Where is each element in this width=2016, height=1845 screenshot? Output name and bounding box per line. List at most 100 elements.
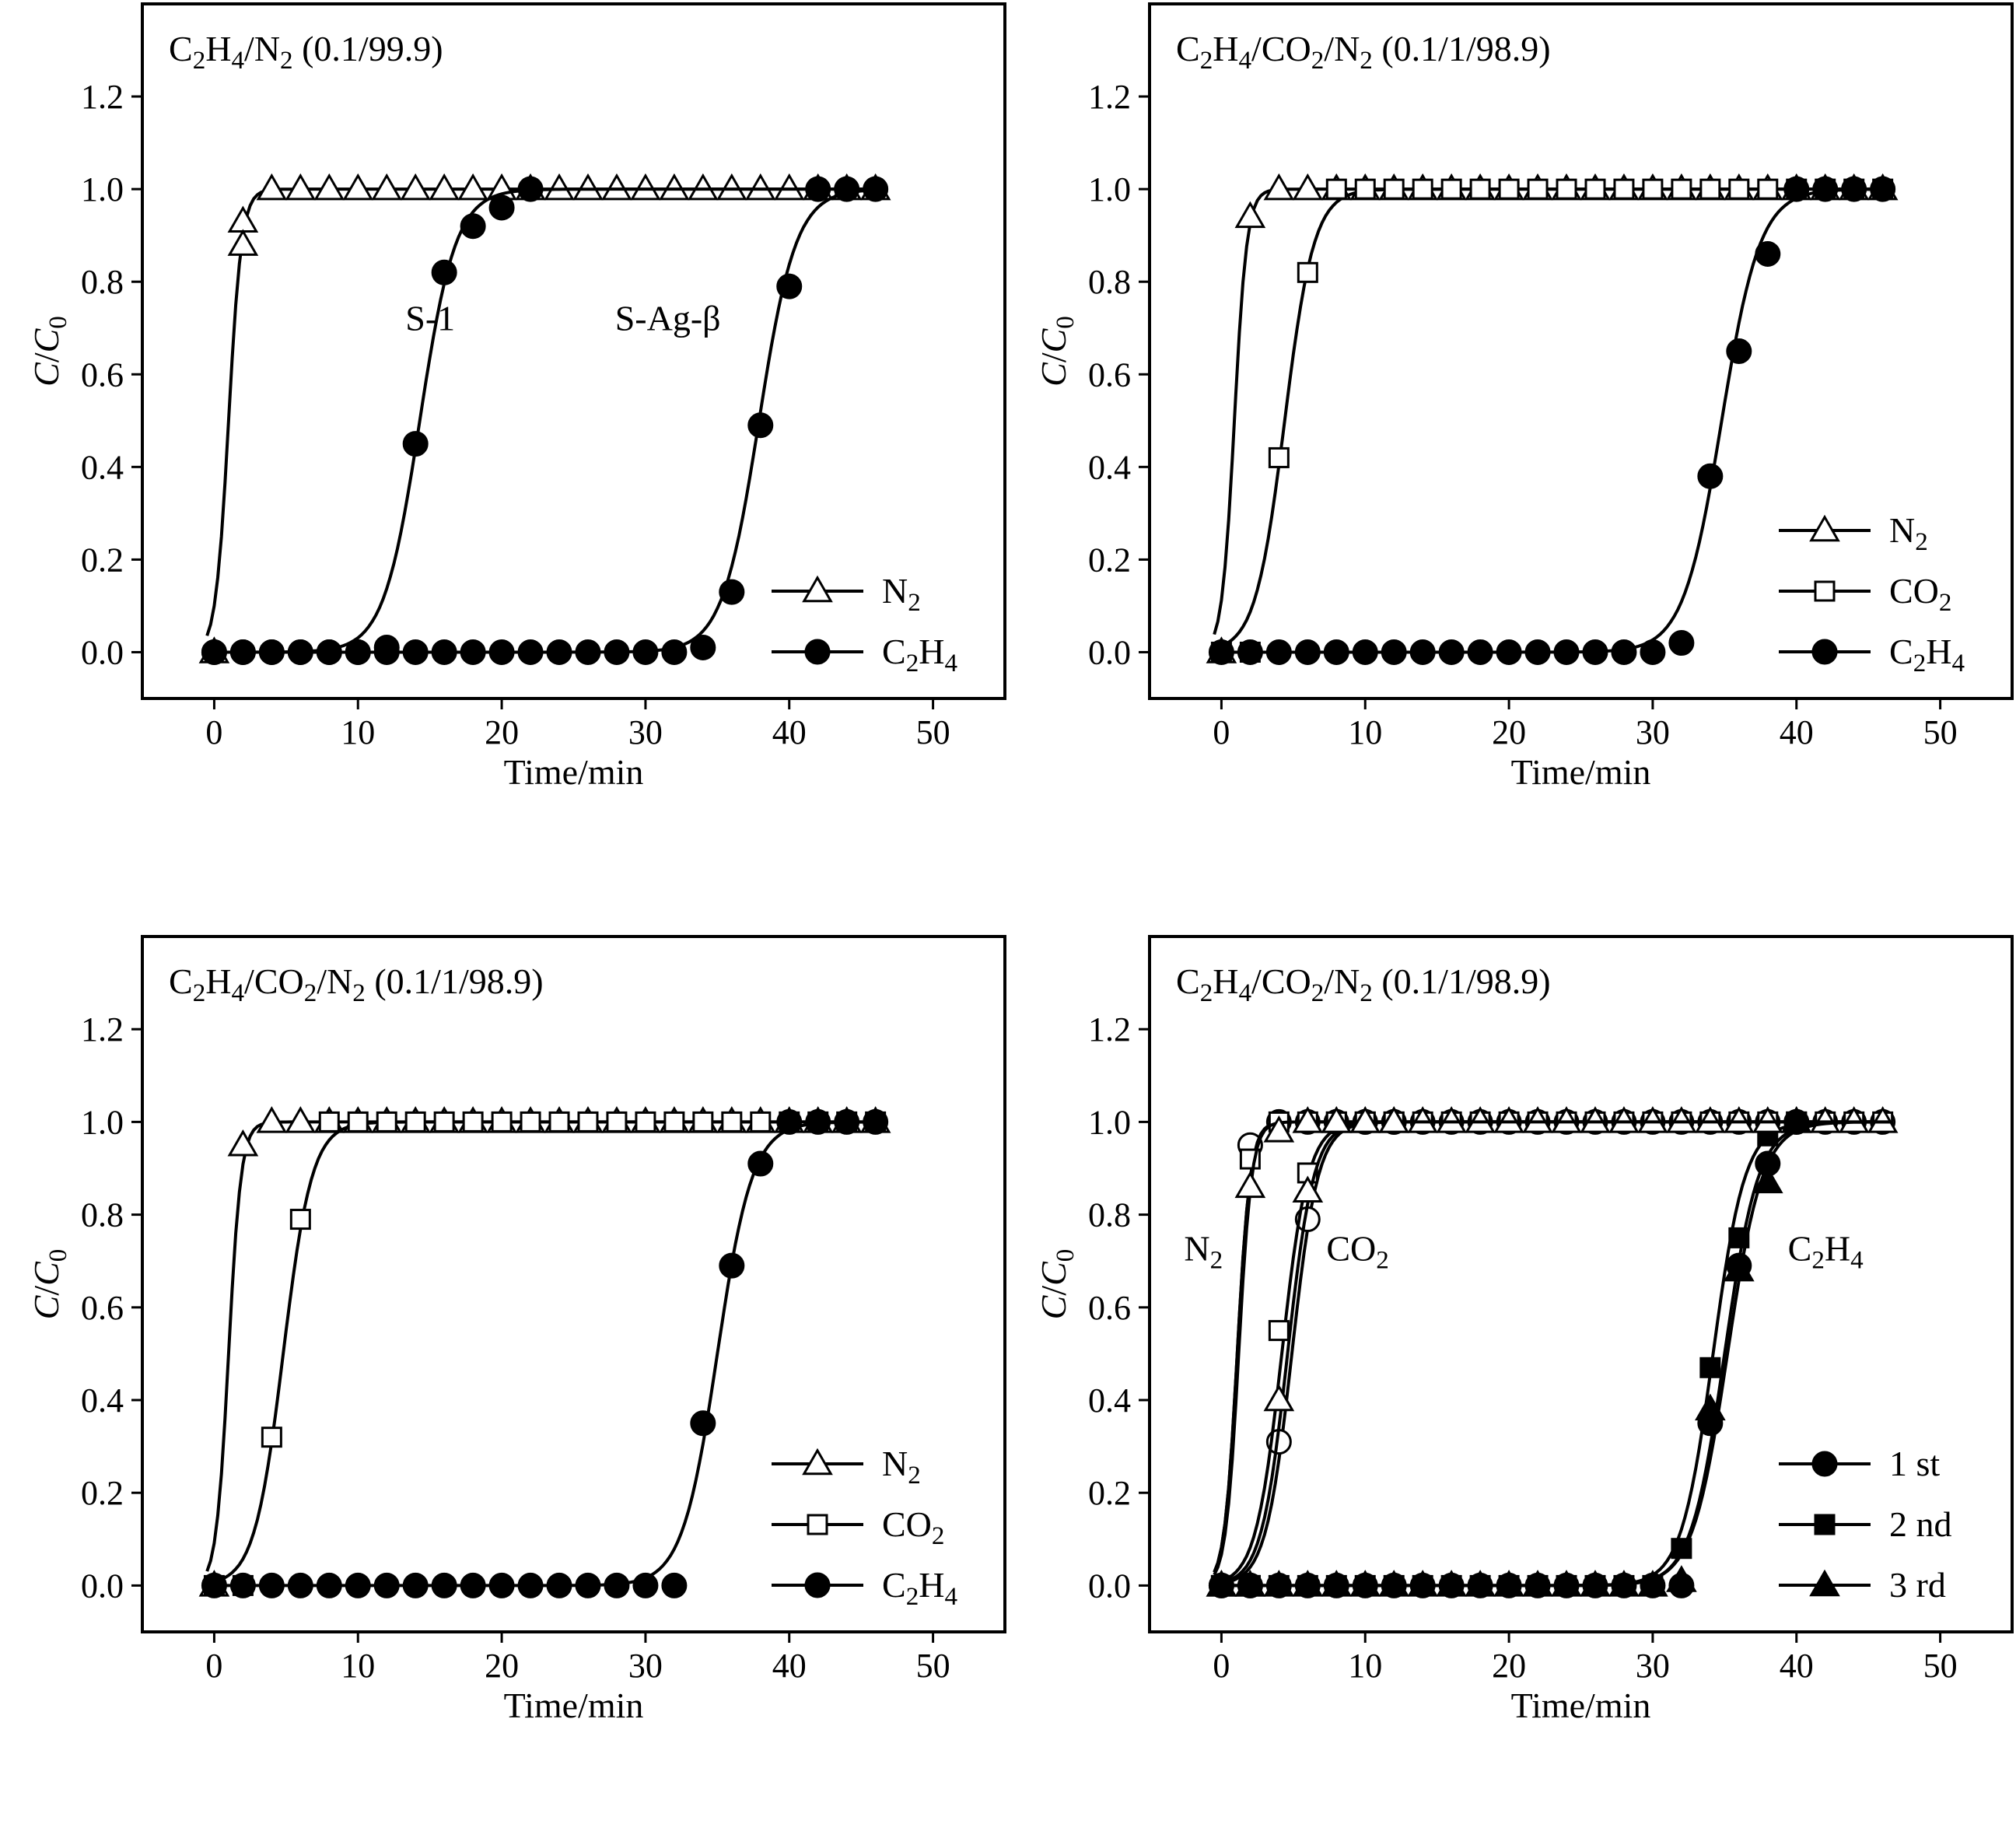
curve-label: C2H4 bbox=[1788, 1229, 1864, 1275]
y-axis-title-part: / bbox=[1034, 1286, 1073, 1296]
data-point bbox=[1668, 630, 1695, 656]
x-tick-label: 50 bbox=[916, 713, 950, 751]
legend-label: C2H4 bbox=[1889, 632, 1965, 677]
data-point bbox=[1381, 639, 1407, 665]
data-point bbox=[661, 1572, 688, 1598]
subscript: 2 bbox=[1811, 1246, 1825, 1275]
series-line bbox=[206, 1120, 883, 1585]
legend-marker bbox=[804, 1572, 831, 1598]
data-point bbox=[1580, 1570, 1611, 1597]
series-line bbox=[207, 187, 883, 654]
data-point bbox=[429, 173, 460, 201]
composition-label: C2H4/N2 (0.1/99.9) bbox=[169, 29, 443, 75]
subscript: 4 bbox=[1238, 979, 1251, 1007]
text-part: N bbox=[1889, 510, 1915, 550]
data-point bbox=[376, 1111, 397, 1133]
data-point bbox=[316, 1572, 342, 1598]
data-point bbox=[1867, 1106, 1899, 1133]
y-tick-label: 1.0 bbox=[81, 1103, 124, 1141]
data-point bbox=[1409, 639, 1436, 665]
subscript: 2 bbox=[352, 979, 366, 1007]
data-point bbox=[1493, 1570, 1524, 1597]
data-point bbox=[1292, 173, 1324, 201]
y-tick-label: 0.4 bbox=[81, 1381, 124, 1420]
data-point bbox=[404, 1111, 426, 1133]
data-point bbox=[1752, 1106, 1783, 1133]
data-point bbox=[1436, 1570, 1467, 1597]
data-point bbox=[1268, 1320, 1290, 1342]
x-tick-label: 50 bbox=[916, 1647, 950, 1685]
text-part: (0.1/1/98.9) bbox=[1373, 961, 1551, 1001]
text-part: H bbox=[1825, 1229, 1850, 1269]
data-point bbox=[863, 1108, 889, 1135]
curve-label: S-Ag-β bbox=[615, 299, 721, 338]
text-part: /N bbox=[317, 961, 352, 1001]
data-point bbox=[1321, 1570, 1353, 1597]
data-point bbox=[747, 412, 774, 439]
data-point bbox=[227, 205, 259, 233]
data-point bbox=[546, 1572, 572, 1598]
series-line bbox=[1213, 1120, 1890, 1586]
subscript: 2 bbox=[280, 46, 293, 75]
data-point bbox=[285, 1106, 317, 1133]
data-point bbox=[1524, 639, 1551, 665]
text-part: (0.1/1/98.9) bbox=[366, 961, 544, 1001]
plot-frame bbox=[141, 2, 1006, 700]
legend-label: N2 bbox=[882, 1444, 921, 1490]
legend-marker bbox=[1809, 514, 1840, 542]
text-part: /N bbox=[1324, 29, 1360, 68]
data-point bbox=[1551, 1570, 1582, 1597]
data-point bbox=[491, 1111, 513, 1133]
data-point bbox=[402, 1572, 429, 1598]
y-axis-title-part: / bbox=[26, 352, 66, 362]
y-tick-label: 0.0 bbox=[1088, 1567, 1131, 1605]
text-part: C bbox=[882, 1565, 906, 1605]
data-point bbox=[347, 1111, 369, 1133]
data-point bbox=[632, 1572, 659, 1598]
data-point bbox=[1493, 1106, 1524, 1133]
data-point bbox=[1349, 1106, 1381, 1133]
text-part: C bbox=[882, 632, 906, 671]
data-point bbox=[692, 1111, 714, 1133]
data-point bbox=[1292, 1175, 1324, 1203]
data-point bbox=[460, 1572, 486, 1598]
data-point bbox=[431, 1572, 457, 1598]
data-point bbox=[287, 639, 313, 665]
data-point bbox=[1522, 1106, 1553, 1133]
subscript: 2 bbox=[1210, 1246, 1223, 1275]
data-point bbox=[548, 1111, 570, 1133]
data-point bbox=[575, 1572, 601, 1598]
data-point bbox=[834, 176, 860, 202]
y-tick-label: 0.8 bbox=[1088, 263, 1131, 301]
composition-label: C2H4/CO2/N2 (0.1/1/98.9) bbox=[1176, 961, 1551, 1007]
subscript: 2 bbox=[1311, 46, 1325, 75]
data-point bbox=[520, 1111, 541, 1133]
data-point bbox=[1412, 178, 1433, 200]
x-tick-label: 30 bbox=[628, 713, 663, 751]
data-point bbox=[345, 639, 371, 665]
chart-panel-c: 0 10 20 30 40 500.00.20.40.60.81.01.2Time/min… bbox=[26, 935, 1006, 1725]
y-tick-label: 0.6 bbox=[1088, 355, 1131, 394]
data-point bbox=[716, 173, 747, 201]
text-part: H bbox=[919, 1565, 944, 1605]
legend-marker bbox=[1814, 1514, 1836, 1535]
text-part: /N bbox=[1324, 961, 1360, 1001]
data-point bbox=[373, 1572, 400, 1598]
text-part: N bbox=[882, 571, 908, 611]
data-point bbox=[258, 1572, 285, 1598]
subscript: 2 bbox=[932, 1521, 945, 1550]
data-point bbox=[373, 639, 400, 665]
subscript: 4 bbox=[231, 979, 244, 1007]
data-point bbox=[572, 173, 604, 201]
series-line bbox=[205, 187, 883, 636]
data-point bbox=[488, 639, 515, 665]
data-point bbox=[462, 1111, 484, 1133]
text-part: C bbox=[1176, 29, 1200, 68]
data-point bbox=[719, 1252, 745, 1279]
y-axis-title-part: 0 bbox=[1051, 316, 1080, 329]
data-point bbox=[402, 431, 429, 457]
data-point bbox=[663, 1111, 685, 1133]
data-point bbox=[1699, 178, 1721, 200]
subscript: 4 bbox=[1850, 1246, 1864, 1275]
subscript: 2 bbox=[908, 588, 921, 617]
